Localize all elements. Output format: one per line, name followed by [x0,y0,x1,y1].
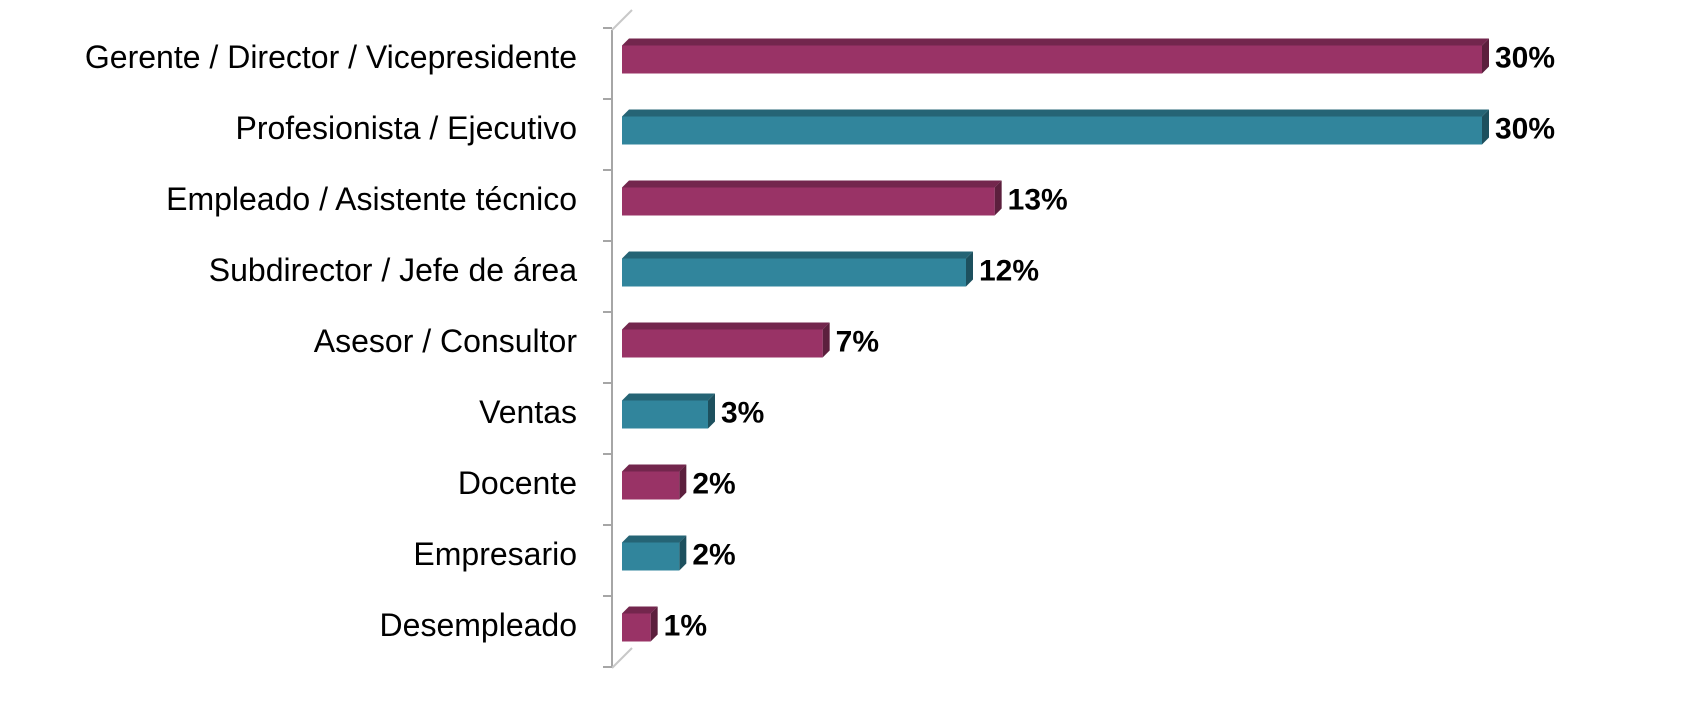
bar [622,187,995,216]
bar-side [994,180,1002,216]
bar-side [708,393,715,429]
bar [622,329,823,358]
data-label: 12% [979,254,1039,287]
bar-top [622,535,687,543]
category-label: Ventas [479,394,577,430]
bar [622,400,708,429]
bar [622,258,966,287]
category-label: Subdirector / Jefe de área [209,252,577,288]
bar-top [622,464,687,472]
bar-top [622,180,1002,188]
bar-side [966,251,973,287]
axis-depth [611,647,633,669]
bar-side [679,535,687,571]
category-label: Asesor / Consultor [314,323,578,359]
data-label: 2% [692,538,735,571]
data-label: 30% [1495,112,1555,145]
bar [622,542,680,571]
bar-side [1482,38,1489,74]
bar-side [1482,109,1489,145]
data-label: 30% [1495,41,1555,74]
bar-side [650,606,658,642]
category-label: Empleado / Asistente técnico [166,181,577,217]
bar [622,471,680,500]
data-label: 7% [836,325,879,358]
bar-side [679,464,687,500]
data-label: 13% [1008,183,1068,216]
bar-top [622,322,830,330]
bar-top [622,393,715,401]
bar-top [622,606,658,614]
bar-top [622,109,1489,117]
category-label: Gerente / Director / Vicepresidente [85,39,577,75]
category-label: Desempleado [380,607,577,643]
bar [622,116,1482,145]
data-label: 3% [721,396,764,429]
data-label: 1% [664,609,707,642]
category-label: Docente [458,465,577,501]
bar [622,613,651,642]
bar-top [622,251,973,259]
data-label: 2% [692,467,735,500]
bar-top [622,38,1489,46]
bar [622,45,1482,74]
category-label: Profesionista / Ejecutivo [236,110,578,146]
bar-side [822,322,830,358]
axis-depth [611,9,633,31]
category-label: Empresario [413,536,577,572]
